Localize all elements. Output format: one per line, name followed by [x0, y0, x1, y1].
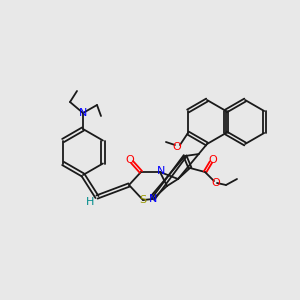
Text: N: N [79, 108, 87, 118]
Text: O: O [208, 155, 217, 165]
Text: N: N [149, 194, 157, 204]
Text: O: O [172, 142, 181, 152]
Text: H: H [86, 197, 94, 207]
Text: O: O [126, 155, 134, 165]
Text: N: N [157, 166, 165, 176]
Text: O: O [212, 178, 220, 188]
Text: S: S [140, 195, 147, 205]
